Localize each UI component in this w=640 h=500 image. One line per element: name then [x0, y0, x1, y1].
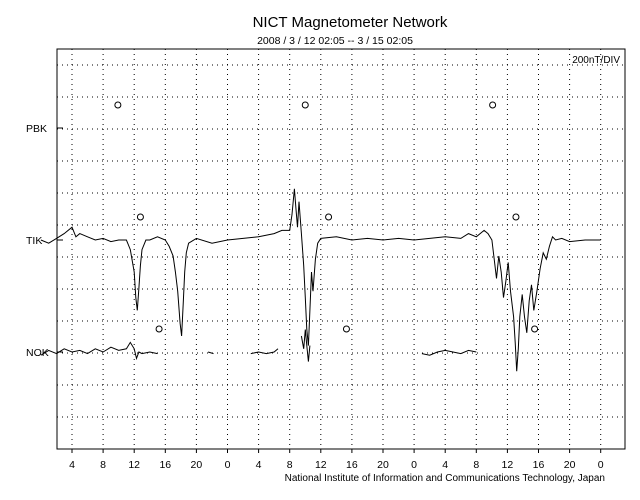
- x-tick-label: 16: [159, 459, 171, 471]
- x-tick-label: 16: [533, 459, 545, 471]
- chart-subtitle: 2008 / 3 / 12 02:05 -- 3 / 15 02:05: [257, 35, 413, 47]
- midnight-marker-nok: [531, 325, 539, 333]
- x-tick-label: 12: [502, 459, 514, 471]
- plot-frame: [56, 48, 626, 450]
- midnight-marker-nok: [342, 325, 350, 333]
- footer-credit: National Institute of Information and Co…: [285, 473, 605, 484]
- station-label-nok: NOK: [26, 347, 49, 359]
- midnight-marker-pbk: [301, 101, 309, 109]
- trace-tik: [40, 188, 601, 372]
- station-labels: PBK TIK NOK: [26, 123, 63, 359]
- x-tick-label: 8: [100, 459, 106, 471]
- x-tick-label: 0: [411, 459, 417, 471]
- midnight-marker-pbk: [114, 101, 122, 109]
- x-tick-label: 16: [346, 459, 358, 471]
- scale-label: 200nT/DIV: [572, 55, 620, 66]
- trace-nok: [250, 348, 279, 355]
- x-axis-ticks: 4 8 12 16 20 0 4 8 12 16 20 0 4 8 12 16 20 0: [69, 449, 604, 471]
- x-tick-label: 20: [564, 459, 576, 471]
- midnight-marker-nok: [155, 325, 163, 333]
- trace-nok: [40, 341, 158, 361]
- grid-lines: [57, 49, 625, 449]
- x-tick-label: 12: [315, 459, 327, 471]
- trace-nok: [300, 329, 311, 362]
- x-tick-label: 8: [473, 459, 479, 471]
- station-traces: [40, 188, 601, 372]
- x-tick-label: 12: [128, 459, 140, 471]
- x-tick-label: 0: [225, 459, 231, 471]
- trace-nok: [207, 351, 214, 355]
- x-tick-label: 4: [69, 459, 75, 471]
- midnight-marker-tik: [325, 213, 333, 221]
- midnight-markers: [114, 101, 539, 333]
- x-tick-label: 4: [256, 459, 262, 471]
- x-tick-label: 20: [191, 459, 203, 471]
- x-tick-label: 4: [442, 459, 448, 471]
- chart-title: NICT Magnetometer Network: [253, 14, 448, 31]
- midnight-marker-tik: [512, 213, 520, 221]
- midnight-marker-pbk: [489, 101, 497, 109]
- trace-nok: [421, 349, 477, 356]
- station-label-pbk: PBK: [26, 123, 47, 135]
- x-tick-label: 8: [287, 459, 293, 471]
- x-tick-label: 0: [598, 459, 604, 471]
- x-tick-label: 20: [377, 459, 389, 471]
- station-label-tik: TIK: [26, 235, 42, 247]
- midnight-marker-tik: [136, 213, 144, 221]
